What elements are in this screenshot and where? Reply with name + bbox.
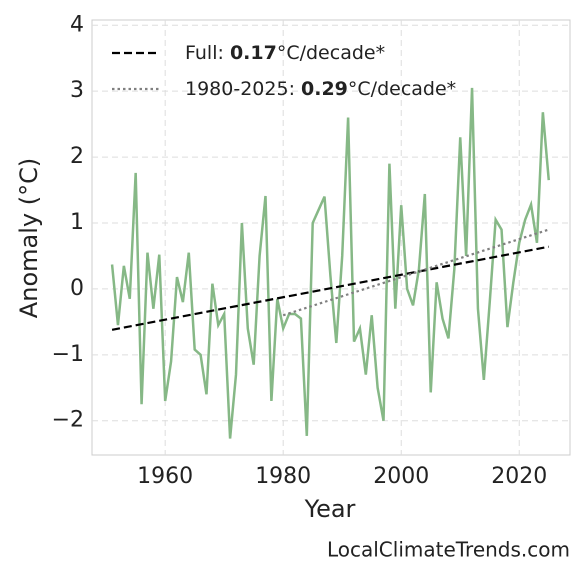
watermark: LocalClimateTrends.com <box>327 538 570 562</box>
legend-label: 1980-2025: 0.29°C/decade* <box>185 78 456 100</box>
legend-slope: 0.29 <box>301 78 348 100</box>
y-tick-label: −2 <box>52 408 84 433</box>
y-tick-label: 0 <box>70 276 84 301</box>
x-tick-label: 1980 <box>255 464 311 489</box>
x-axis-label: Year <box>304 495 356 523</box>
legend-slope: 0.17 <box>230 42 277 64</box>
legend-unit: °C/decade* <box>348 78 456 100</box>
legend-name: 1980-2025: <box>185 78 295 100</box>
trend-line <box>111 245 549 331</box>
y-axis-label: Anomaly (°C) <box>15 158 43 318</box>
x-tick-label: 2000 <box>373 464 429 489</box>
trend-line <box>282 228 550 317</box>
x-tick-label: 2020 <box>491 464 547 489</box>
y-tick-label: 1 <box>70 210 84 235</box>
plot-frame <box>91 19 571 456</box>
y-tick-label: 3 <box>70 78 84 103</box>
data-line <box>110 87 551 439</box>
legend-label: Full: 0.17°C/decade* <box>185 42 385 64</box>
y-tick-label: 2 <box>70 144 84 169</box>
y-tick-label: −1 <box>52 342 84 367</box>
y-tick-label: 4 <box>70 12 84 37</box>
legend-unit: °C/decade* <box>277 42 385 64</box>
x-tick-label: 1960 <box>137 464 193 489</box>
legend-name: Full: <box>185 42 224 64</box>
